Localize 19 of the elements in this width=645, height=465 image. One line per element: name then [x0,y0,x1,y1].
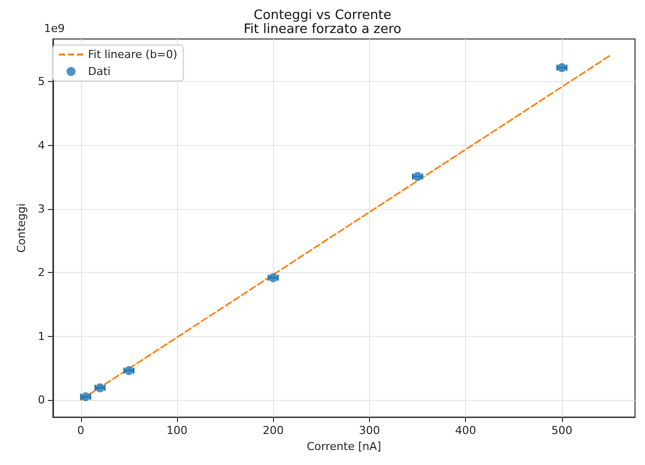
chart-subtitle: Fit lineare forzato a zero [244,22,402,37]
chart-title: Conteggi vs Corrente [254,8,392,23]
x-tick-label: 500 [551,424,572,438]
x-tick-label: 0 [77,424,84,438]
x-axis-title: Corrente [nA] [306,440,382,453]
x-tick-label: 100 [166,424,188,438]
x-tick-label: 300 [358,424,380,438]
y-tick-label: 5 [38,75,45,88]
x-tick-label: 200 [262,424,284,438]
y-tick-label: 1 [38,330,45,343]
x-tick-label: 400 [455,424,476,438]
legend-label: Fit lineare (b=0) [88,48,178,61]
y-tick-label: 3 [38,202,45,216]
y-axis-title: Conteggi [15,203,28,253]
text: 1e9 [44,22,65,35]
legend-label: Dati [88,65,111,78]
y-tick-label: 4 [38,138,45,152]
y-tick-label: 0 [38,393,45,406]
y-tick-label: 2 [38,266,45,280]
